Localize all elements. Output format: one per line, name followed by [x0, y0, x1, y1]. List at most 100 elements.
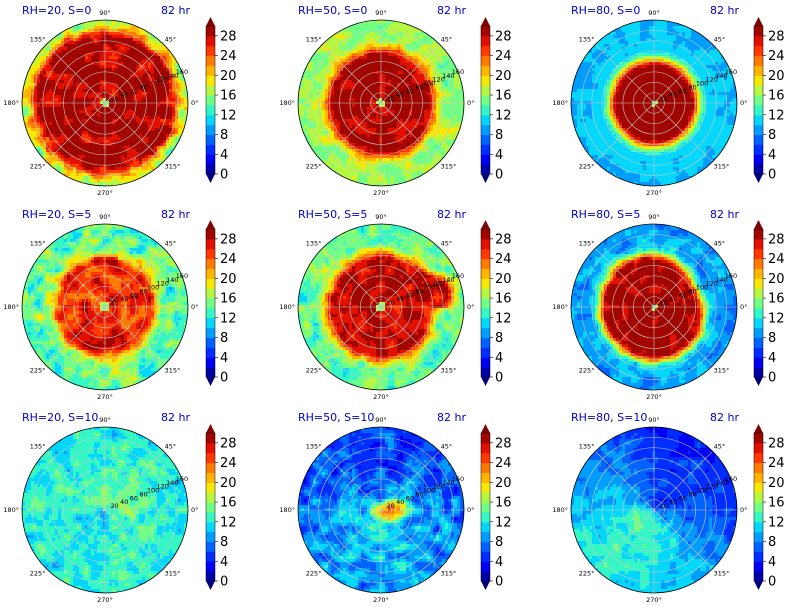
contour-cell [430, 32, 434, 36]
contour-cell [448, 116, 452, 120]
contour-cell [127, 128, 131, 132]
contour-cell [352, 146, 356, 150]
contour-cell [367, 32, 371, 36]
contour-cell [310, 92, 314, 96]
contour-cell [343, 74, 347, 78]
contour-cell [436, 89, 440, 93]
contour-cell [184, 128, 188, 132]
contour-cell [313, 83, 317, 87]
contour-cell [106, 56, 110, 60]
contour-cell [115, 149, 119, 153]
contour-cell [94, 110, 98, 114]
contour-cell [349, 89, 353, 93]
contour-cell [46, 116, 50, 120]
contour-cell [118, 41, 122, 45]
contour-cell [85, 65, 89, 69]
contour-cell [91, 83, 95, 87]
contour-cell [433, 125, 437, 129]
contour-cell [43, 68, 47, 72]
contour-cell [70, 149, 74, 153]
contour-cell [322, 38, 326, 42]
contour-cell [364, 149, 368, 153]
contour-cell [43, 74, 47, 78]
contour-cell [385, 71, 389, 75]
contour-cell [85, 59, 89, 63]
contour-cell [400, 68, 404, 72]
contour-cell [157, 44, 161, 48]
contour-cell [145, 98, 149, 102]
contour-cell [55, 143, 59, 147]
contour-cell [343, 44, 347, 48]
contour-cell [409, 71, 413, 75]
contour-cell [334, 137, 338, 141]
contour-cell [454, 119, 458, 123]
contour-cell [358, 56, 362, 60]
contour-cell [151, 62, 155, 66]
contour-cell [430, 119, 434, 123]
contour-cell [388, 77, 392, 81]
contour-cell [112, 44, 116, 48]
contour-cell [370, 113, 374, 117]
contour-cell [85, 74, 89, 78]
contour-cell [139, 149, 143, 153]
contour-cell [46, 125, 50, 129]
contour-cell [376, 77, 380, 81]
contour-cell [88, 35, 92, 39]
contour-cell [178, 80, 182, 84]
contour-cell [439, 104, 443, 108]
contour-cell [172, 68, 176, 72]
contour-cell [382, 35, 386, 39]
contour-cell [109, 173, 113, 177]
contour-cell [328, 83, 332, 87]
contour-cell [433, 92, 437, 96]
contour-cell [358, 59, 362, 63]
contour-cell [82, 59, 86, 63]
contour-cell [334, 128, 338, 132]
contour-cell [367, 56, 371, 60]
contour-cell [445, 107, 449, 111]
contour-cell [433, 149, 437, 153]
contour-cell [418, 38, 422, 42]
contour-cell [58, 92, 62, 96]
contour-cell [157, 47, 161, 51]
contour-cell [391, 125, 395, 129]
contour-cell [310, 62, 314, 66]
contour-cell [316, 149, 320, 153]
contour-cell [133, 182, 137, 186]
contour-cell [319, 155, 323, 159]
contour-cell [409, 86, 413, 90]
contour-cell [82, 65, 86, 69]
contour-cell [391, 32, 395, 36]
contour-cell [55, 146, 59, 150]
contour-cell [46, 38, 50, 42]
contour-cell [334, 140, 338, 144]
contour-cell [52, 119, 56, 123]
contour-cell [304, 77, 308, 81]
contour-cell [178, 74, 182, 78]
contour-cell [370, 119, 374, 123]
contour-cell [367, 128, 371, 132]
contour-cell [40, 134, 44, 138]
contour-cell [328, 68, 332, 72]
contour-cell [136, 125, 140, 129]
contour-cell [157, 113, 161, 117]
contour-cell [61, 164, 65, 168]
contour-cell [34, 68, 38, 72]
contour-cell [436, 113, 440, 117]
contour-cell [67, 164, 71, 168]
contour-cell [316, 68, 320, 72]
contour-cell [331, 59, 335, 63]
contour-cell [358, 62, 362, 66]
contour-cell [85, 38, 89, 42]
contour-cell [373, 86, 377, 90]
contour-cell [127, 110, 131, 114]
contour-cell [67, 128, 71, 132]
contour-cell [409, 68, 413, 72]
contour-cell [184, 116, 188, 120]
contour-cell [367, 62, 371, 66]
contour-cell [397, 131, 401, 135]
contour-cell [61, 155, 65, 159]
contour-cell [76, 182, 80, 186]
contour-cell [97, 143, 101, 147]
contour-cell [127, 80, 131, 84]
